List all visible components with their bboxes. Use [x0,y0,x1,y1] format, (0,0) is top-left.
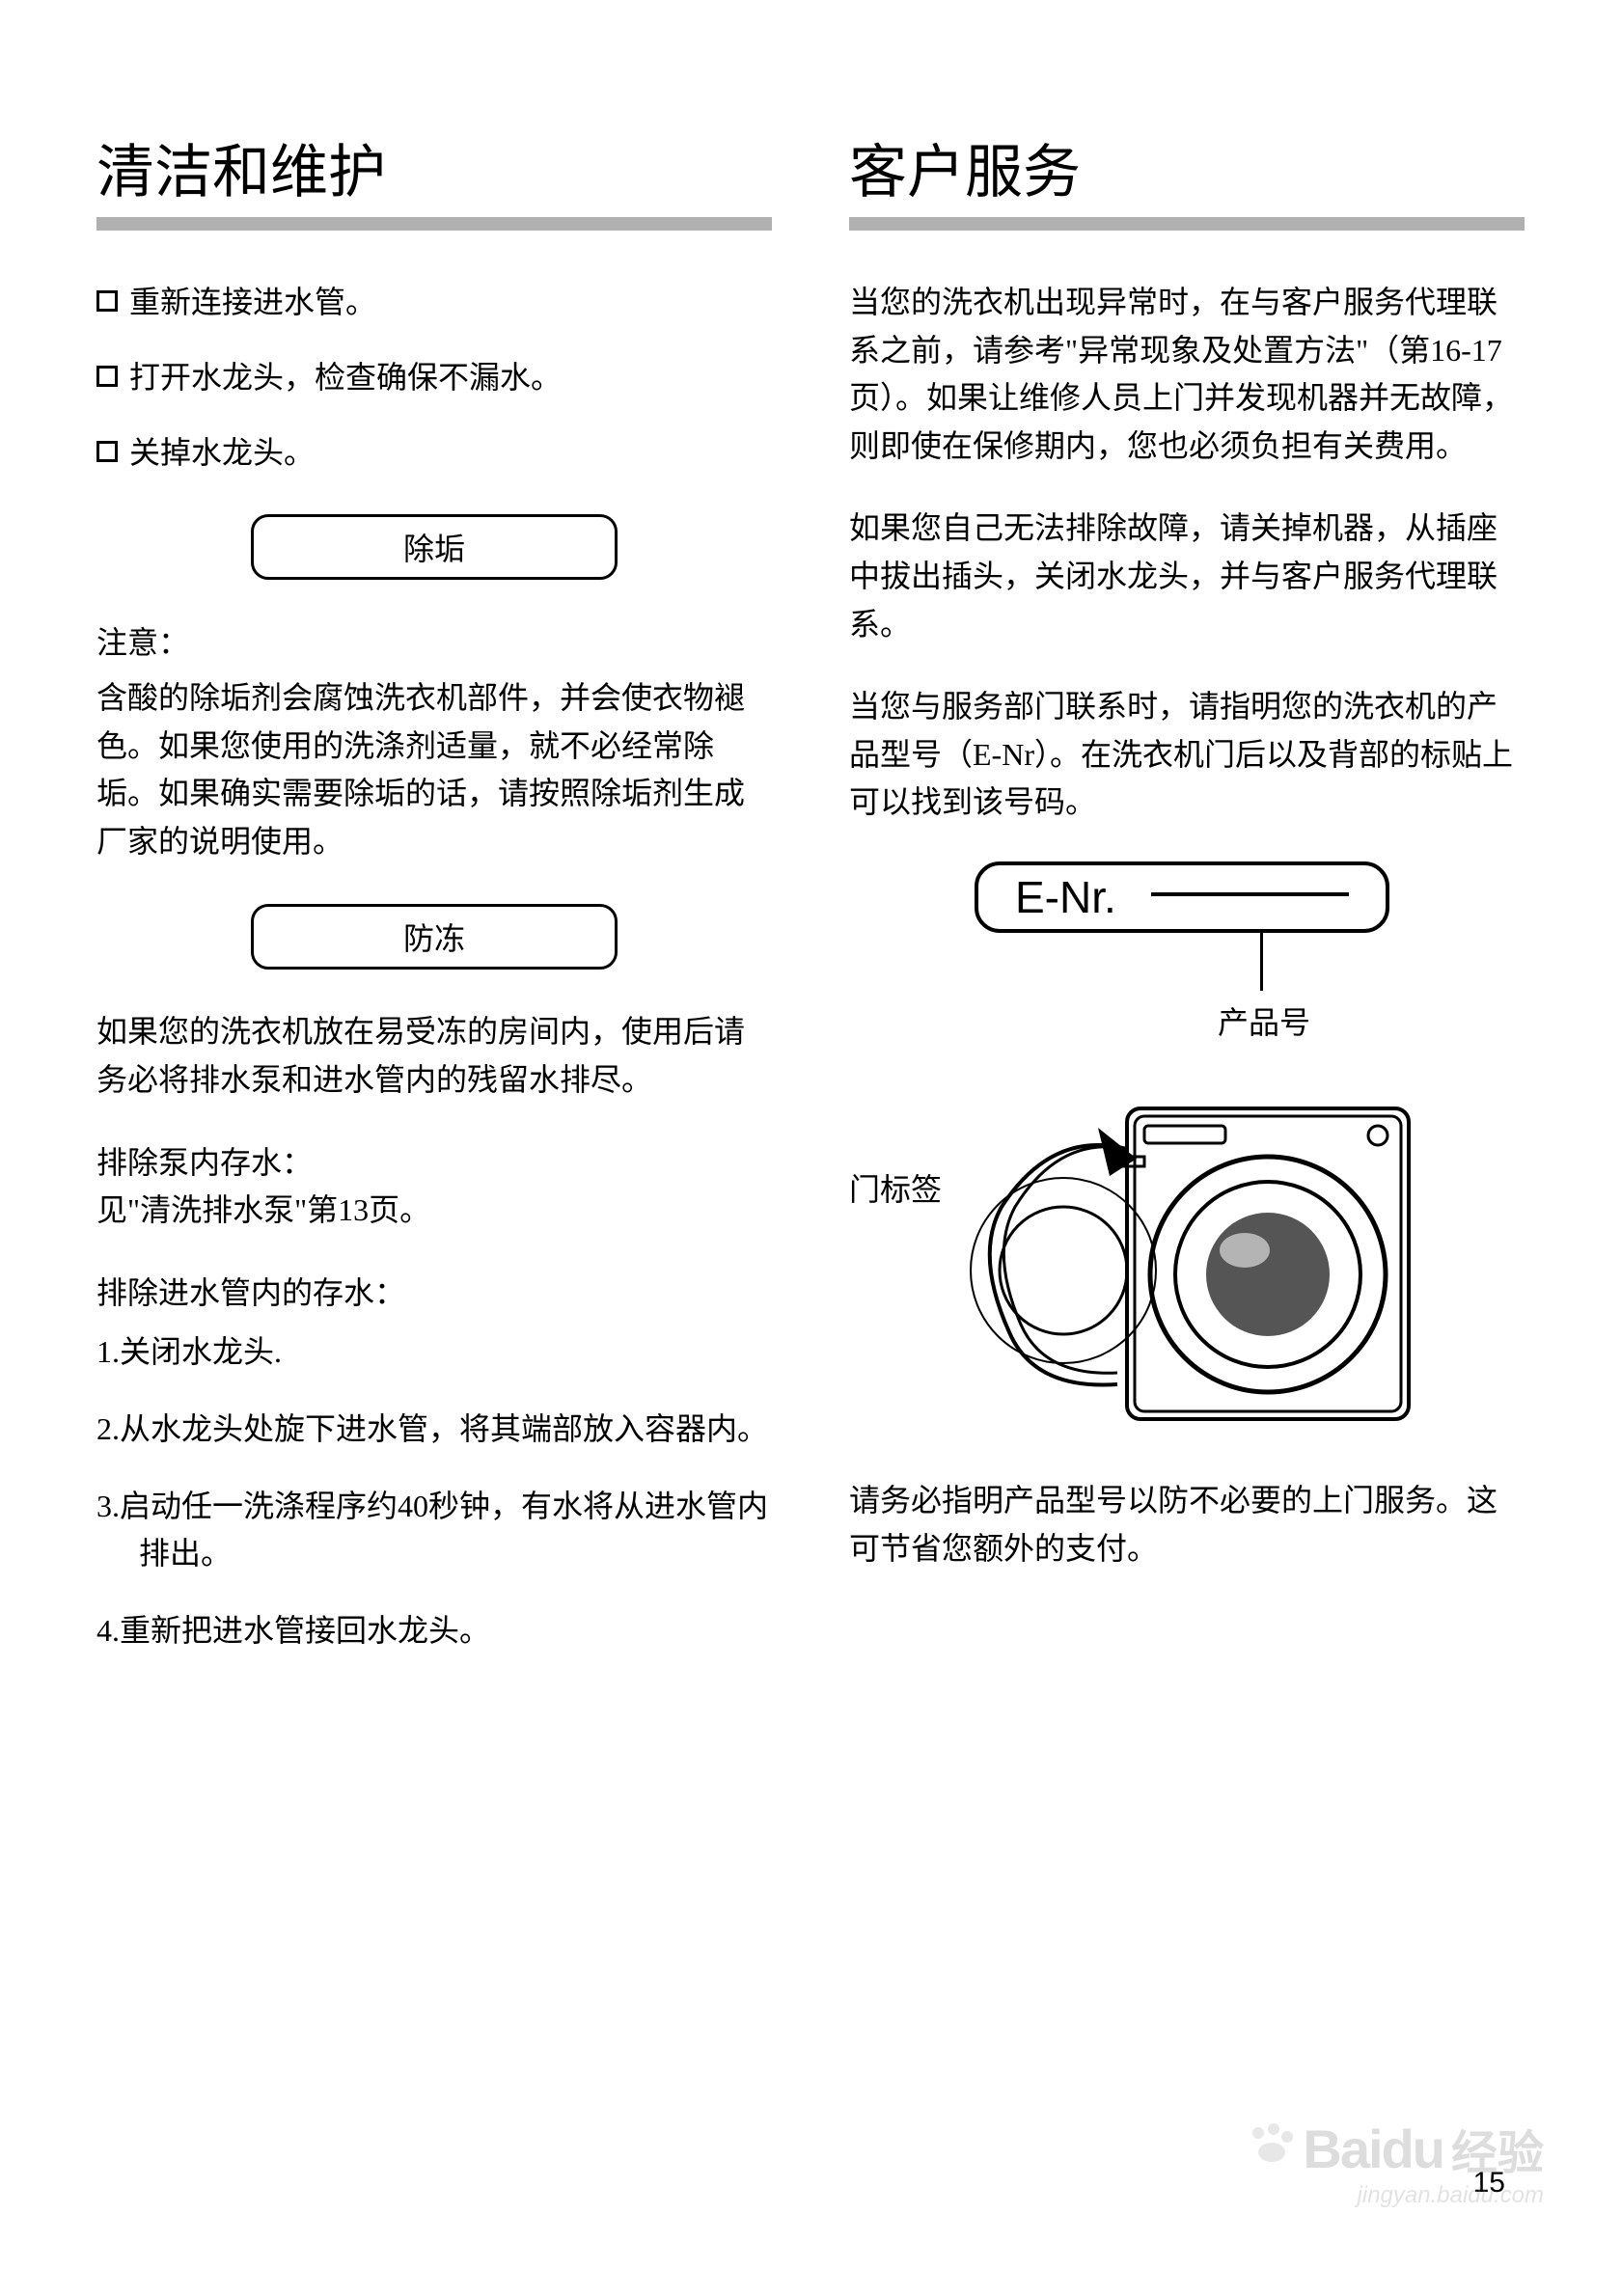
checkbox-icon [96,366,118,387]
step-item: 3.启动任一洗涤程序约40秒钟，有水将从进水管内排出。 [96,1483,772,1578]
pump-heading: 排除泵内存水： [96,1145,313,1180]
step-item: 4.重新把进水管接回水龙头。 [96,1607,772,1655]
service-para-1: 当您的洗衣机出现异常时，在与客户服务代理联系之前，请参考"异常现象及处置方法"（… [849,279,1525,470]
page-container: 清洁和维护 重新连接进水管。 打开水龙头，检查确保不漏水。 关掉水龙头。 除垢 … [0,0,1621,1780]
check-item: 重新连接进水管。 [96,279,772,325]
check-text: 重新连接进水管。 [129,285,376,319]
right-heading: 客户服务 [849,125,1525,231]
pointer-line [1260,933,1263,991]
check-text: 关掉水龙头。 [129,435,315,470]
antifreeze-box: 防冻 [251,904,618,970]
enr-text: E-Nr. [1015,871,1116,923]
left-heading: 清洁和维护 [96,125,772,231]
door-label: 门标签 [849,1165,942,1210]
left-column: 清洁和维护 重新连接进水管。 打开水龙头，检查确保不漏水。 关掉水龙头。 除垢 … [96,125,772,1683]
step-item: 1.关闭水龙头. [96,1328,772,1377]
enr-label: 产品号 [1206,998,1322,1043]
page-number: 15 [1473,2167,1505,2200]
enr-diagram: E-Nr. 产品号 [936,861,1438,1043]
enr-box: E-Nr. [975,861,1389,933]
notice-heading: 注意： [96,618,772,663]
checkbox-icon [96,441,118,462]
enr-blank-line [1151,892,1349,896]
freeze-intro: 如果您的洗衣机放在易受冻的房间内，使用后请务必将排水泵和进水管内的残留水排尽。 [96,1008,772,1104]
pump-block: 排除泵内存水： 见"清洗排水泵"第13页。 [96,1139,772,1235]
notice-body: 含酸的除垢剂会腐蚀洗衣机部件，并会使衣物褪色。如果您使用的洗涤剂适量，就不必经常… [96,674,772,865]
service-para-4: 请务必指明产品型号以防不必要的上门服务。这可节省您额外的支付。 [849,1477,1525,1572]
inlet-heading: 排除进水管内的存水： [96,1270,772,1318]
paw-icon [1247,2119,1295,2178]
check-item: 关掉水龙头。 [96,429,772,476]
service-para-3: 当您与服务部门联系时，请指明您的洗衣机的产品型号（E-Nr）。在洗衣机门后以及背… [849,683,1525,827]
step-item: 2.从水龙头处旋下进水管，将其端部放入容器内。 [96,1406,772,1454]
service-para-2: 如果您自己无法排除故障，请关掉机器，从插座中拔出插头，关闭水龙头，并与客户服务代… [849,505,1525,648]
checkbox-icon [96,290,118,312]
descale-box: 除垢 [251,514,618,580]
washing-machine-icon [955,1091,1418,1438]
right-column: 客户服务 当您的洗衣机出现异常时，在与客户服务代理联系之前，请参考"异常现象及处… [849,125,1525,1683]
pump-ref: 见"清洗排水泵"第13页。 [96,1192,430,1227]
check-text: 打开水龙头，检查确保不漏水。 [129,360,562,395]
check-item: 打开水龙头，检查确保不漏水。 [96,354,772,400]
